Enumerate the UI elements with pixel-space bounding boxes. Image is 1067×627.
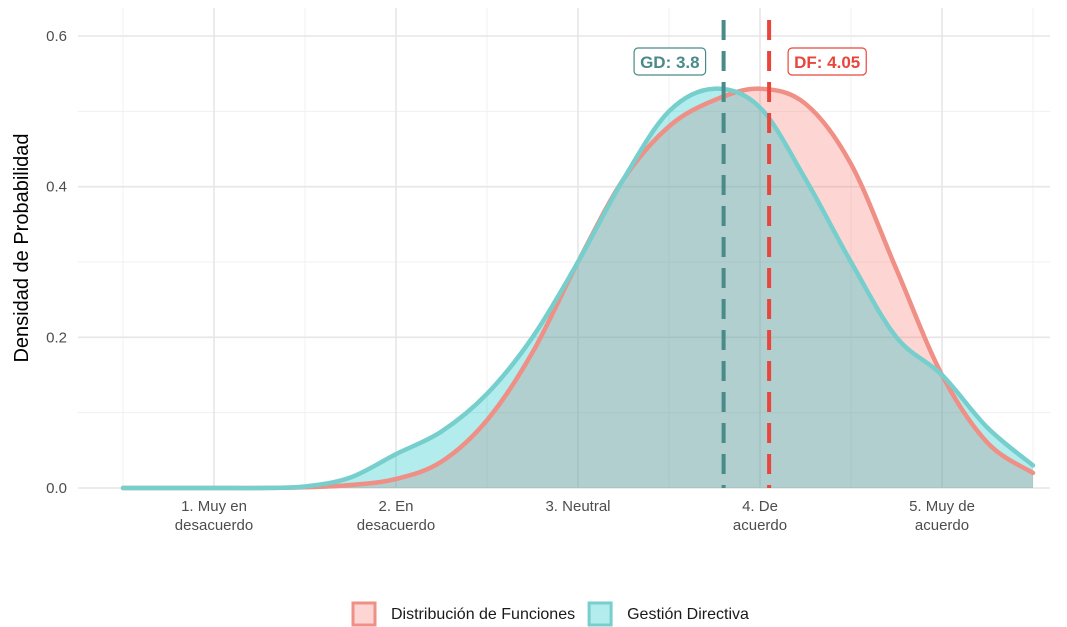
mean-label-text-df: DF: 4.05 — [794, 53, 860, 72]
y-tick-label: 0.4 — [46, 179, 67, 196]
x-tick-label-line: 5. Muy de — [909, 498, 975, 515]
mean-lines — [721, 20, 772, 488]
x-tick-label-line: desacuerdo — [357, 517, 435, 534]
x-tick-label-line: 4. De — [742, 498, 778, 515]
y-tick-label: 0.2 — [46, 329, 67, 346]
x-tick-label: 5. Muy de acuerdo — [909, 498, 975, 534]
mean-label-gd: GD: 3.8 — [633, 47, 707, 76]
legend-label-gd: Gestión Directiva — [627, 606, 749, 623]
legend-item-df: Distribución de Funciones — [351, 601, 575, 627]
x-tick-label-line: acuerdo — [733, 517, 787, 534]
y-tick-label: 0.6 — [46, 28, 67, 45]
legend-key-df — [351, 601, 377, 627]
mean-label-df: DF: 4.05 — [787, 47, 867, 76]
mean-label-box-df — [787, 47, 867, 76]
x-tick-label-line: acuerdo — [915, 517, 969, 534]
x-tick-label: 4. De acuerdo — [733, 498, 787, 534]
y-tick-label: 0.0 — [46, 480, 67, 497]
legend: Distribución de Funciones Gestión Directi… — [351, 601, 749, 627]
x-tick-label: 2. En desacuerdo — [357, 498, 435, 534]
x-tick-label: 1. Muy en desacuerdo — [175, 498, 253, 534]
y-axis-label: Densidad de Probabilidad — [11, 133, 33, 362]
legend-label-df: Distribución de Funciones — [391, 606, 575, 623]
grid — [78, 8, 1050, 489]
density-areas — [120, 86, 1036, 491]
legend-key-gd — [587, 601, 613, 627]
mean-annotations: DF: 4.05 GD: 3.8 — [633, 47, 867, 76]
x-tick-label-line: 2. En — [378, 498, 413, 515]
x-tick-label-line: desacuerdo — [175, 517, 253, 534]
axes: 0.0 0.2 0.4 0.6 1. Muy en desacuerdo 2. En desa… — [46, 28, 975, 534]
legend-item-gd: Gestión Directiva — [587, 601, 749, 627]
x-tick-label-line: 3. Neutral — [545, 498, 610, 515]
mean-label-text-gd: GD: 3.8 — [640, 53, 700, 72]
density-area-df — [123, 88, 1033, 489]
density-area-gd — [123, 88, 1033, 489]
mean-label-box-gd — [633, 47, 707, 76]
x-tick-label: 3. Neutral — [545, 498, 610, 515]
x-tick-label-line: 1. Muy en — [181, 498, 247, 515]
density-line-gd — [120, 86, 1036, 491]
